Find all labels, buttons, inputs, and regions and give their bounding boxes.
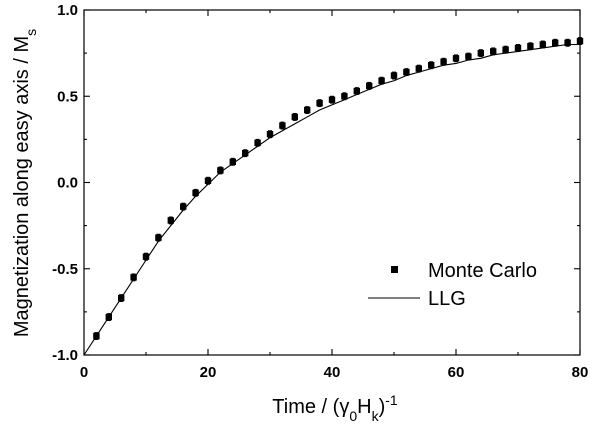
mc-point (539, 41, 546, 48)
mc-point (378, 77, 385, 84)
y-axis-title-main: Magnetization along easy axis / M (11, 36, 33, 337)
mc-point (192, 189, 199, 197)
mc-point (390, 72, 398, 79)
mc-point (304, 106, 311, 114)
mc-point (118, 294, 125, 302)
legend-label-llg: LLG (428, 288, 466, 310)
mc-point (328, 96, 336, 103)
x-axis-title-h: H (357, 396, 371, 418)
legend-label-monte-carlo: Monte Carlo (428, 260, 537, 282)
mc-point (279, 122, 286, 129)
mc-point (564, 39, 571, 46)
mc-point (142, 253, 150, 260)
x-tick-label: 20 (200, 364, 217, 381)
x-axis-title-sup: -1 (385, 392, 398, 408)
mc-point (415, 65, 422, 72)
mc-point (242, 149, 249, 157)
x-axis-title-gamma: γ (339, 396, 349, 418)
x-axis-title-h-sub: k (372, 408, 380, 424)
mc-point (502, 46, 509, 53)
x-axis-title-close: ) (379, 396, 386, 418)
mc-point (291, 113, 298, 121)
legend: Monte Carlo LLG (368, 260, 537, 310)
mc-point (180, 203, 187, 210)
mc-point (428, 62, 435, 69)
mc-point (452, 55, 460, 62)
legend-marker-monte-carlo (391, 266, 398, 273)
mc-point (167, 217, 174, 224)
x-tick-label: 60 (448, 364, 465, 381)
mc-point (155, 234, 162, 241)
y-axis-title: Magnetization along easy axis / Ms (11, 29, 39, 337)
mc-point (490, 48, 497, 55)
mc-point (93, 332, 100, 340)
x-axis-title: Time / (γ0Hk)-1 (272, 392, 398, 424)
mc-point (254, 139, 261, 147)
y-axis-title-sub: s (23, 29, 39, 36)
y-tick-label: 1.0 (57, 2, 78, 19)
plot-frame (83, 9, 581, 356)
x-tick-label: 40 (324, 364, 341, 381)
mc-point (316, 99, 323, 107)
mc-point (266, 131, 274, 138)
mc-point (514, 44, 522, 52)
mc-point (576, 37, 584, 45)
y-tick-label: 0.0 (57, 175, 78, 192)
y-tick-label: -1.0 (52, 347, 78, 364)
llg-line (83, 43, 580, 356)
y-tick-label: -0.5 (52, 261, 78, 278)
mc-point (527, 43, 534, 50)
x-tick-label: 0 (80, 364, 88, 381)
mc-point (477, 49, 484, 57)
tick-labels-layer: 0 20 40 60 80 -1.0 -0.5 0.0 0.5 1.0 (52, 2, 588, 381)
x-axis-title-gamma-sub: 0 (349, 408, 357, 424)
mc-point (440, 58, 447, 65)
mc-point (204, 177, 212, 184)
series-layer (83, 37, 584, 356)
mc-point (552, 39, 559, 46)
mc-point (105, 313, 112, 321)
y-tick-label: 0.5 (57, 88, 78, 105)
mc-point (341, 93, 348, 100)
mc-point (217, 167, 224, 174)
ticks-layer (83, 9, 581, 356)
mc-point (130, 274, 137, 281)
mc-point (366, 82, 373, 90)
mc-point (403, 68, 410, 76)
x-tick-label: 80 (572, 364, 589, 381)
mc-point (353, 87, 360, 95)
mc-point (229, 158, 236, 165)
x-axis-title-prefix: Time / ( (272, 396, 339, 418)
mc-point (465, 53, 472, 60)
